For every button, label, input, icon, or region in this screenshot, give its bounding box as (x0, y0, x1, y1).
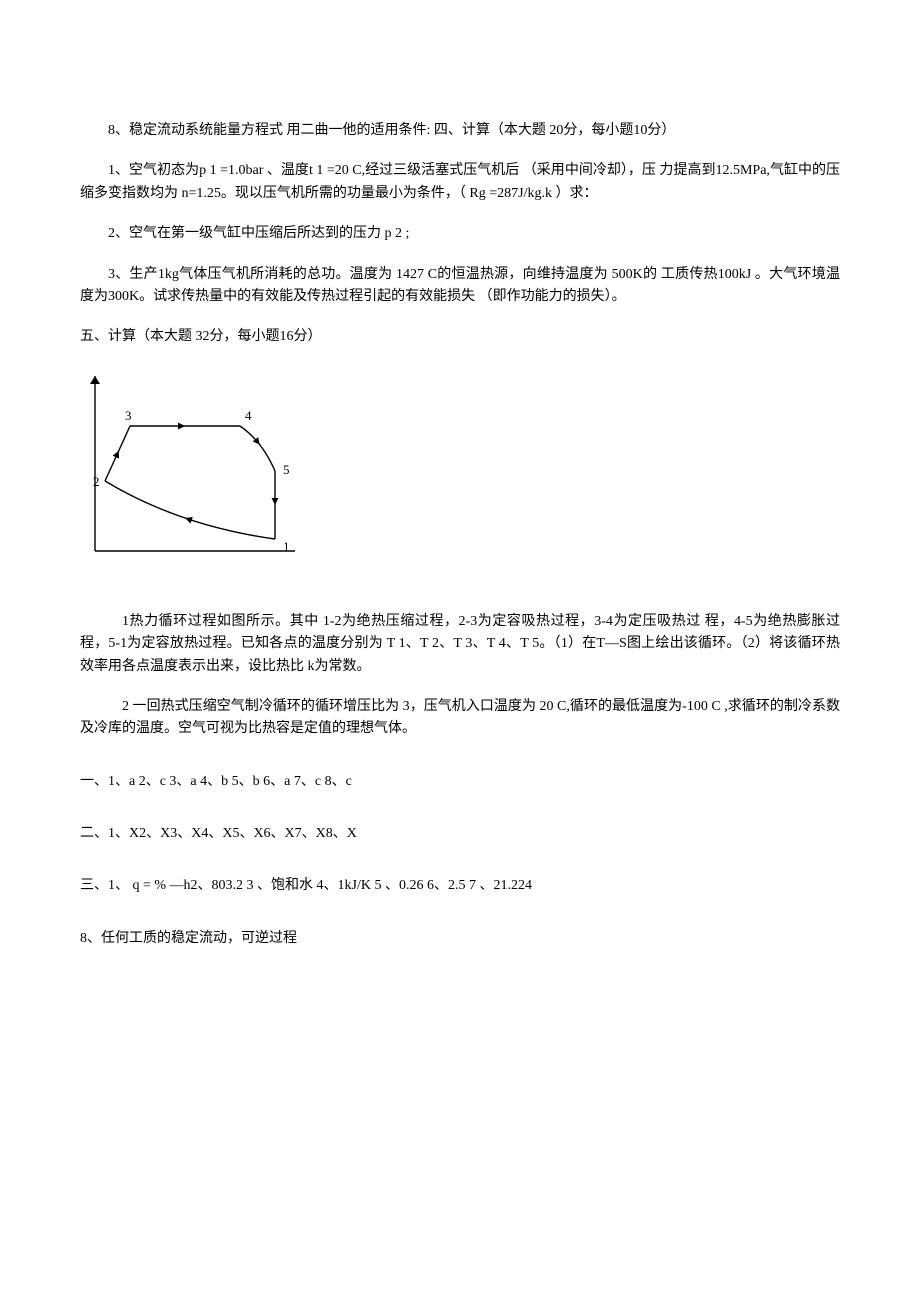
svg-text:4: 4 (245, 408, 252, 423)
answers-8: 8、任何工质的稳定流动，可逆过程 (80, 928, 840, 950)
question-2: 2、空气在第一级气缸中压缩后所达到的压力 p 2 ; (80, 223, 840, 245)
svg-text:3: 3 (125, 408, 132, 423)
problem-2: 2 一回热式压缩空气制冷循环的循环增压比为 3，压气机入口温度为 20 C,循环… (80, 696, 840, 741)
svg-text:1: 1 (283, 539, 290, 554)
answers-2: 二、1、X2、X3、X4、X5、X6、X7、X8、X (80, 823, 840, 845)
section-5-heading: 五、计算（本大题 32分，每小题16分） (80, 326, 840, 348)
cycle-diagram: 1 2 3 4 5 (80, 371, 840, 571)
question-1: 1、空气初态为p 1 =1.0bar 、温度t 1 =20 C,经过三级活塞式压… (80, 160, 840, 205)
question-3: 3、生产1kg气体压气机所消耗的总功。温度为 1427 C的恒温热源，向维持温度… (80, 264, 840, 309)
svg-text:2: 2 (93, 474, 100, 489)
cycle-diagram-svg: 1 2 3 4 5 (80, 371, 300, 571)
problem-1: 1热力循环过程如图所示。其中 1-2为绝热压缩过程，2-3为定容吸热过程，3-4… (80, 611, 840, 678)
answers-3: 三、1、 q = % —h2、803.2 3 、饱和水 4、1kJ/K 5 、0… (80, 875, 840, 897)
answers-1: 一、1、a 2、c 3、a 4、b 5、b 6、a 7、c 8、c (80, 771, 840, 793)
question-8: 8、稳定流动系统能量方程式 用二曲一他的适用条件: 四、计算（本大题 20分，每… (80, 120, 840, 142)
svg-text:5: 5 (283, 462, 290, 477)
